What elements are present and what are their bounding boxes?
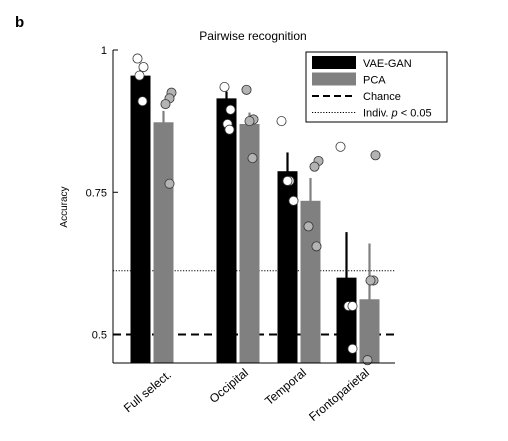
bar-pca-1 (239, 123, 260, 364)
data-point-pca (160, 99, 171, 110)
data-point-vae-gan (347, 301, 358, 312)
data-point-pca (247, 153, 258, 164)
y-axis-label: Accuracy (59, 186, 70, 227)
bar-vae-gan-3 (336, 277, 357, 363)
data-point-vae-gan (137, 96, 148, 107)
x-tick-label: Occipital (207, 366, 251, 406)
data-point-pca (309, 161, 320, 172)
bar-vae-gan-2 (277, 171, 298, 363)
panel-letter: b (15, 14, 24, 31)
x-tick-label: Frontoparietal (306, 366, 372, 424)
data-point-vae-gan (288, 195, 299, 206)
bar-pca-0 (153, 122, 174, 364)
y-tick-label: 0.75 (86, 187, 107, 199)
data-point-vae-gan (276, 116, 287, 127)
data-point-vae-gan (138, 62, 149, 73)
data-point-pca (370, 150, 381, 161)
legend-label: Chance (363, 91, 401, 103)
data-point-pca (164, 178, 175, 189)
bar-pca-2 (300, 200, 321, 363)
data-point-vae-gan (347, 343, 358, 354)
x-tick-label: Temporal (262, 366, 309, 408)
data-point-vae-gan (224, 124, 235, 135)
chart-title: Pairwise recognition (199, 29, 306, 43)
legend-label: PCA (363, 75, 386, 87)
data-point-pca (365, 275, 376, 286)
data-point-vae-gan (282, 175, 293, 186)
data-point-pca (362, 355, 373, 366)
data-point-vae-gan (225, 104, 236, 115)
bar-vae-gan-1 (216, 98, 237, 363)
data-point-pca (311, 241, 322, 252)
legend-label: Indiv. p < 0.05 (363, 108, 432, 120)
legend-swatch (312, 56, 356, 69)
data-point-pca (241, 84, 252, 95)
data-point-vae-gan (335, 141, 346, 152)
y-tick-label: 0.5 (92, 330, 107, 342)
legend-swatch (312, 72, 356, 86)
bar-vae-gan-0 (130, 75, 151, 363)
x-tick-label: Full select. (121, 368, 174, 416)
data-point-vae-gan (132, 53, 143, 64)
data-point-vae-gan (219, 81, 230, 92)
data-point-pca (244, 116, 255, 127)
legend-label: VAE-GAN (363, 58, 412, 70)
bar-pca-3 (359, 299, 380, 363)
data-point-pca (303, 221, 314, 232)
legend: VAE-GAN PCA Chance Indiv. p < 0.05 (305, 51, 448, 123)
data-point-vae-gan (134, 70, 145, 81)
y-tick-label: 1 (101, 45, 107, 57)
